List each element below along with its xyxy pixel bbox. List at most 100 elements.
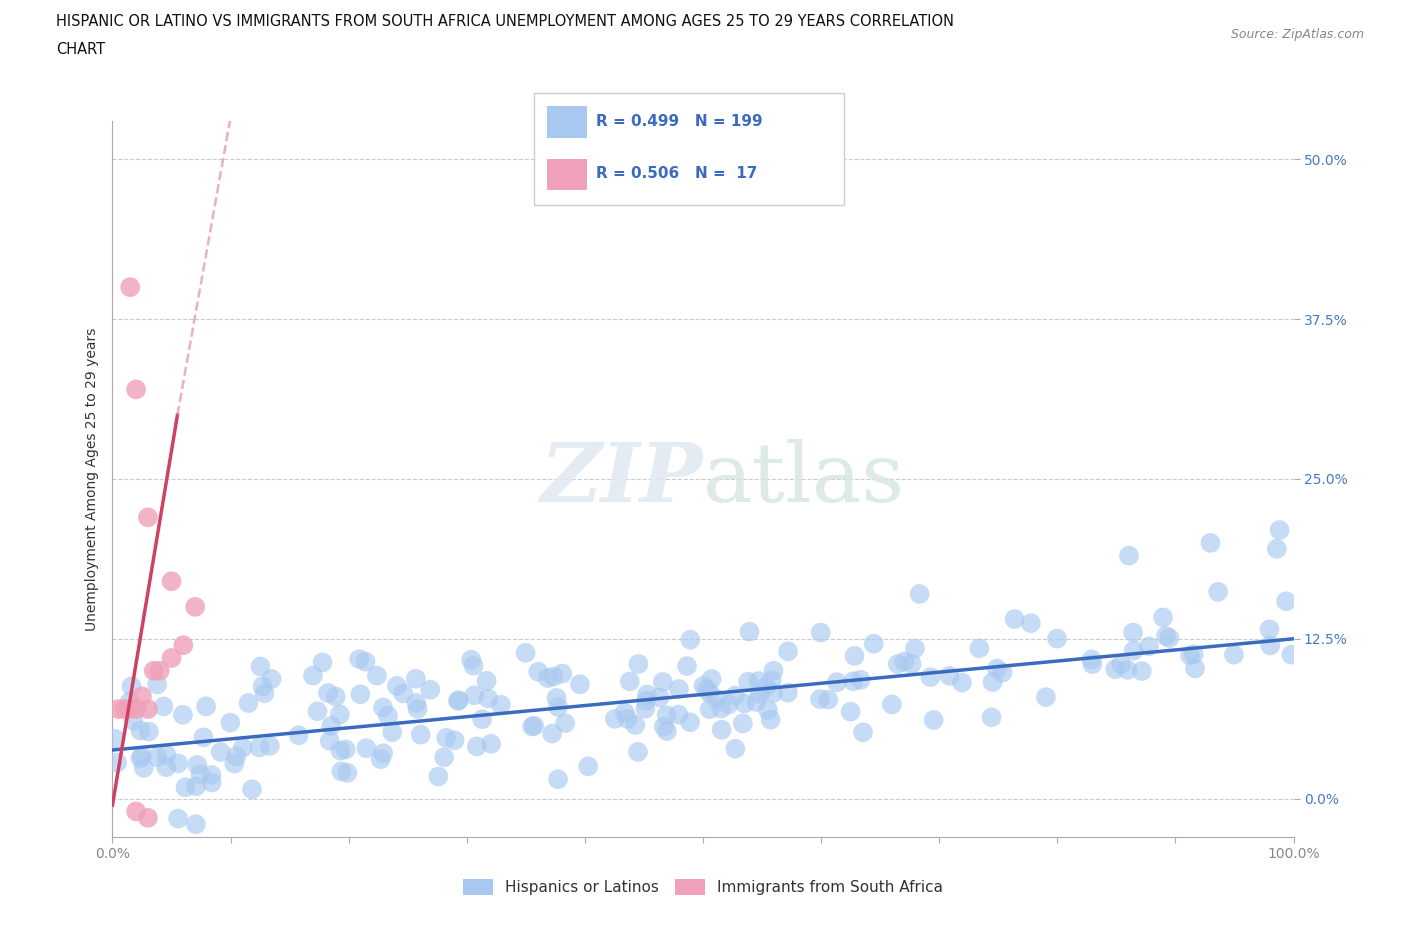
Point (1130, 664, 1153, 679)
Point (1223, 647, 1246, 662)
Point (316, 685, 339, 700)
Point (370, 751, 392, 766)
Point (613, 705, 636, 720)
Point (1152, 610, 1174, 625)
Point (755, 680, 778, 695)
Point (825, 674, 848, 689)
Text: R = 0.506   N =  17: R = 0.506 N = 17 (596, 166, 758, 181)
Point (1258, 638, 1281, 653)
Point (225, 749, 247, 764)
Point (724, 741, 747, 756)
Point (1265, 541, 1288, 556)
Point (699, 702, 721, 717)
Point (238, 696, 260, 711)
Point (991, 665, 1014, 680)
Point (696, 682, 718, 697)
Point (652, 719, 675, 734)
Point (1035, 690, 1057, 705)
Point (817, 692, 839, 707)
Point (762, 685, 785, 700)
Point (1268, 523, 1291, 538)
Point (287, 728, 309, 743)
Point (1104, 662, 1126, 677)
Point (155, 760, 177, 775)
Point (105, 755, 128, 770)
Point (1184, 661, 1206, 676)
Point (852, 724, 875, 739)
Text: ZIP: ZIP (540, 439, 703, 519)
Point (463, 658, 485, 673)
Point (627, 657, 650, 671)
Point (356, 740, 378, 755)
Point (152, 699, 174, 714)
Point (710, 701, 733, 716)
Point (679, 715, 702, 730)
Point (329, 707, 352, 722)
Point (1019, 616, 1042, 631)
Point (311, 655, 333, 670)
Point (1154, 629, 1177, 644)
Point (321, 719, 343, 734)
Point (366, 669, 388, 684)
Text: atlas: atlas (703, 439, 905, 519)
Text: HISPANIC OR LATINO VS IMMIGRANTS FROM SOUTH AFRICA UNEMPLOYMENT AMONG AGES 25 TO: HISPANIC OR LATINO VS IMMIGRANTS FROM SO… (56, 14, 955, 29)
Point (731, 716, 754, 731)
Point (844, 648, 866, 663)
Point (195, 698, 218, 713)
Point (419, 683, 441, 698)
Point (107, 702, 129, 717)
FancyBboxPatch shape (547, 159, 586, 190)
Point (112, 702, 135, 717)
Point (938, 669, 960, 684)
Point (172, 708, 194, 723)
Point (247, 740, 270, 755)
Point (209, 745, 232, 760)
Point (1182, 646, 1205, 661)
Point (172, 638, 194, 653)
Point (167, 756, 190, 771)
Point (808, 692, 831, 707)
Point (1199, 536, 1222, 551)
Point (668, 682, 690, 697)
Point (406, 701, 429, 716)
Point (893, 654, 915, 669)
Point (842, 674, 865, 689)
Point (120, 280, 142, 295)
Point (447, 693, 470, 708)
Point (167, 811, 190, 826)
Point (149, 663, 172, 678)
Point (706, 692, 728, 707)
Point (125, 382, 148, 397)
Point (136, 510, 159, 525)
Point (336, 765, 359, 780)
Point (668, 707, 690, 722)
Point (463, 688, 485, 703)
Point (477, 691, 499, 706)
Point (699, 685, 721, 700)
Point (409, 727, 432, 742)
Point (546, 690, 568, 705)
Point (1118, 549, 1140, 564)
Point (904, 641, 927, 656)
Point (547, 699, 569, 714)
Point (1109, 657, 1132, 671)
Point (465, 739, 488, 754)
Point (849, 672, 872, 687)
Point (447, 694, 470, 709)
Text: R = 0.499   N = 199: R = 0.499 N = 199 (596, 114, 763, 129)
Point (1080, 652, 1102, 667)
Point (724, 688, 747, 703)
Point (655, 724, 678, 738)
Point (733, 696, 755, 711)
Point (146, 677, 169, 692)
Point (122, 713, 145, 728)
Point (349, 687, 371, 702)
Point (880, 697, 903, 711)
Point (1258, 622, 1281, 637)
Point (120, 702, 142, 717)
Point (138, 724, 160, 739)
Point (434, 730, 457, 745)
FancyBboxPatch shape (547, 106, 586, 138)
Point (184, 817, 207, 831)
Text: CHART: CHART (56, 42, 105, 57)
